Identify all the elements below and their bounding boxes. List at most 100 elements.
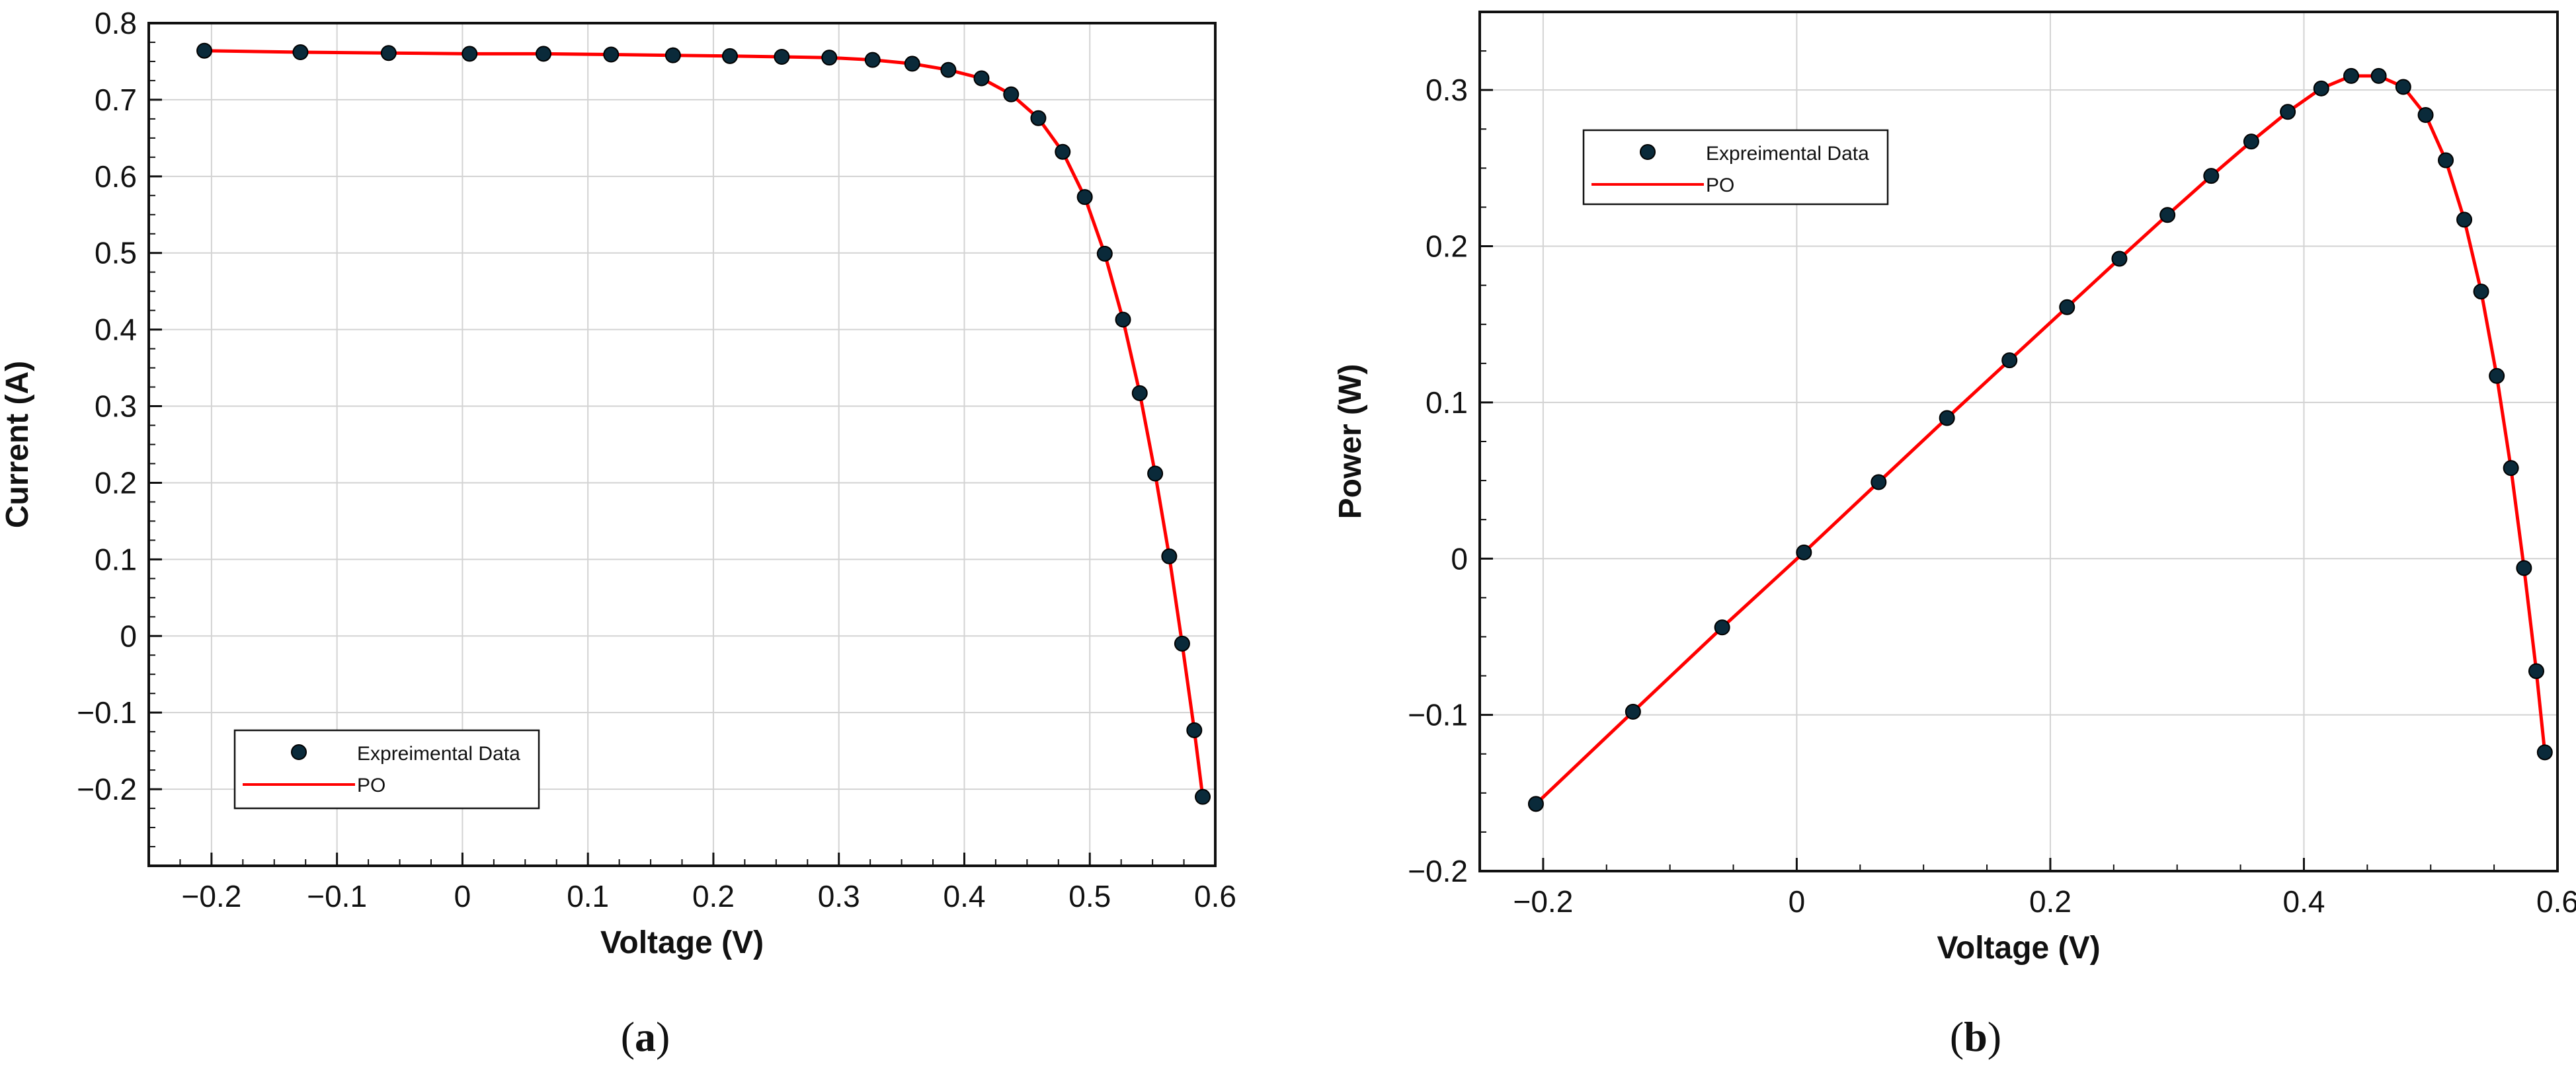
panel-b-legend: Expreimental Data PO	[1582, 129, 1889, 206]
panel-b-data-point-23	[2516, 560, 2532, 576]
panel-b-data-point-4	[1871, 474, 1887, 490]
panel-a-data-point-20	[1131, 385, 1148, 401]
panel-b-data-point-6	[2001, 352, 2018, 369]
panel-a-xtick-label-8: 0.6	[1194, 879, 1236, 913]
panel-a-data-point-22	[1161, 548, 1178, 564]
panel-b-ytick-label-4: 0.2	[1426, 229, 1468, 264]
panel-a-data-point-12	[940, 61, 957, 78]
panel-a-ytick-label-0: −0.2	[77, 772, 137, 806]
panel-a-ytick-label-3: 0.1	[95, 542, 137, 576]
panel-a-data-point-14	[1003, 86, 1020, 102]
panel-a-y-axis-title: Current (A)	[0, 361, 35, 528]
panel-b-data-point-21	[2489, 367, 2505, 384]
panel-b-xtick-label-2: 0.2	[2029, 884, 2072, 919]
panel-b-ytick-label-0: −0.2	[1408, 854, 1468, 888]
panel-a-data-point-2	[380, 45, 397, 61]
panel-a-legend: Expreimental Data PO	[233, 729, 540, 810]
panel-a-current-voltage: −0.2 −0.1 0 0.1 0.2 0.3 0.4 0.5 0.6 −0.2 −0.1 0 0.1…	[0, 6, 1236, 1060]
panel-b-data-point-18	[2438, 152, 2454, 169]
panel-a-data-point-13	[973, 70, 990, 87]
panel-a-ytick-label-5: 0.3	[95, 389, 137, 424]
panel-b-data-point-25	[2536, 744, 2553, 761]
panel-a-po-line	[204, 49, 1205, 798]
panel-b-data-point-12	[2280, 104, 2296, 120]
panel-a-data-point-17	[1076, 189, 1093, 206]
panel-b-experimental-series	[1527, 67, 2553, 812]
panel-a-xtick-label-2: 0	[454, 879, 471, 913]
panel-b-caption-close: )	[1988, 1013, 2001, 1060]
panel-a-legend-box	[233, 729, 540, 810]
panel-a-ytick-label-4: 0.2	[95, 465, 137, 500]
panel-b-data-point-13	[2313, 80, 2329, 96]
panel-a-ytick-label-1: −0.1	[77, 695, 137, 730]
panel-a-data-point-9	[821, 50, 838, 66]
panel-a-xtick-label-5: 0.3	[818, 879, 860, 913]
panel-b-ytick-label-2: 0	[1451, 541, 1468, 576]
panel-a-xtick-label-1: −0.1	[307, 879, 367, 913]
panel-b-data-point-0	[1527, 796, 1544, 812]
panel-b-xtick-label-3: 0.4	[2282, 884, 2325, 919]
panel-a-data-point-4	[535, 46, 551, 62]
panel-b-ytick-label-3: 0.1	[1426, 385, 1468, 420]
panel-b-data-point-1	[1625, 703, 1641, 720]
panel-b-xtick-label-1: 0	[1789, 884, 1806, 919]
panel-a-ytick-label-7: 0.5	[95, 236, 137, 270]
panel-a-data-point-19	[1115, 311, 1131, 328]
panel-a-ytick-label-10: 0.8	[95, 6, 137, 40]
panel-a-data-point-24	[1186, 722, 1203, 738]
panel-b-y-axis-title: Power (W)	[1333, 364, 1368, 519]
panel-b-data-point-2	[1714, 619, 1730, 636]
panel-a-data-point-6	[664, 47, 681, 63]
panel-a-ytick-label-8: 0.6	[95, 159, 137, 194]
panel-b-xtick-label-4: 0.6	[2536, 884, 2576, 919]
panel-b-power-voltage: −0.2 0 0.2 0.4 0.6 −0.2 −0.1 0 0.1 0.2 0.3 Voltag…	[1333, 11, 2576, 1060]
panel-b-data-point-16	[2395, 79, 2411, 95]
panel-a-caption: (a)	[621, 1013, 670, 1060]
panel-b-caption-letter: b	[1964, 1013, 1988, 1060]
panel-a-xtick-label-7: 0.5	[1068, 879, 1111, 913]
panel-a-data-point-11	[904, 56, 920, 72]
panel-b-legend-box	[1582, 129, 1889, 206]
panel-a-plot-frame	[147, 22, 1217, 867]
panel-b-legend-marker-experimental	[1640, 144, 1656, 160]
panel-a-x-ticks: −0.2 −0.1 0 0.1 0.2 0.3 0.4 0.5 0.6	[181, 853, 1236, 913]
panel-a-caption-open: (	[621, 1013, 635, 1060]
panel-a-xtick-label-6: 0.4	[943, 879, 985, 913]
panel-a-xtick-label-4: 0.2	[692, 879, 735, 913]
panel-b-data-point-8	[2111, 250, 2128, 267]
panel-a-data-point-25	[1195, 788, 1211, 805]
panel-b-data-point-17	[2417, 107, 2434, 123]
panel-b-data-point-14	[2343, 67, 2359, 84]
panel-a-caption-letter: a	[635, 1013, 656, 1060]
panel-a-data-point-18	[1096, 245, 1113, 262]
panel-b-data-point-9	[2159, 207, 2176, 223]
panel-a-po-series	[204, 49, 1205, 798]
panel-a-legend-label-po: PO	[357, 775, 385, 796]
panel-a-x-axis-title: Voltage (V)	[600, 925, 764, 960]
panel-a-data-point-16	[1055, 143, 1071, 160]
panel-b-ytick-label-5: 0.3	[1426, 73, 1468, 107]
panel-b-legend-label-po: PO	[1706, 174, 1734, 196]
panel-a-ytick-label-6: 0.4	[95, 313, 137, 347]
panel-b-xtick-label-0: −0.2	[1513, 884, 1573, 919]
panel-b-x-ticks: −0.2 0 0.2 0.4 0.6	[1513, 858, 2576, 919]
panel-a-data-point-21	[1147, 465, 1164, 482]
panel-b-data-point-20	[2473, 284, 2489, 300]
panel-b-data-point-22	[2503, 460, 2519, 477]
panel-b-data-point-15	[2370, 67, 2387, 84]
panel-a-xtick-label-0: −0.2	[181, 879, 241, 913]
panel-a-data-point-3	[462, 46, 478, 62]
panel-a-data-point-8	[774, 49, 790, 65]
panel-a-data-point-10	[864, 52, 881, 68]
panel-a-legend-label-experimental: Expreimental Data	[357, 743, 520, 765]
panel-a-caption-close: )	[656, 1013, 670, 1060]
panel-a-data-point-23	[1174, 635, 1190, 652]
panel-b-x-axis-title: Voltage (V)	[1937, 931, 2100, 966]
panel-a-data-point-7	[721, 48, 738, 64]
panel-a-gridlines	[149, 22, 1216, 866]
panel-b-data-point-7	[2059, 299, 2075, 315]
panel-b-data-point-10	[2203, 168, 2220, 184]
panel-b-data-point-24	[2528, 663, 2544, 679]
